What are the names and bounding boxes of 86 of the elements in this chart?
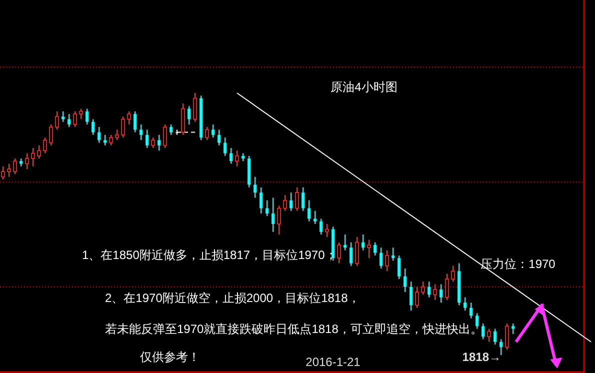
candlestick bbox=[385, 250, 389, 272]
candlestick bbox=[290, 192, 292, 212]
candlestick bbox=[277, 205, 281, 235]
candlestick bbox=[151, 137, 155, 149]
candlestick bbox=[295, 186, 299, 212]
candlestick bbox=[188, 106, 190, 125]
candlestick bbox=[344, 234, 346, 251]
candlestick bbox=[392, 247, 394, 262]
candlestick bbox=[55, 110, 59, 130]
candlestick bbox=[337, 242, 341, 264]
candlestick bbox=[146, 129, 148, 149]
annotation: 1818→ bbox=[462, 350, 501, 364]
candlestick bbox=[43, 137, 47, 154]
candlestick bbox=[79, 108, 83, 120]
candlestick bbox=[505, 323, 509, 350]
candlestick bbox=[115, 129, 119, 141]
candlestick bbox=[121, 116, 125, 138]
candlestick bbox=[428, 281, 430, 298]
candlestick bbox=[134, 110, 136, 133]
candlestick bbox=[362, 234, 364, 251]
annotation: 2016-1-21 bbox=[306, 355, 361, 369]
candlestick bbox=[49, 124, 53, 146]
candlestick bbox=[212, 124, 214, 138]
candlestick bbox=[218, 129, 220, 146]
candlestick bbox=[325, 224, 329, 238]
candlestick bbox=[476, 312, 478, 330]
candlestick bbox=[104, 134, 106, 146]
candlestick bbox=[163, 124, 167, 149]
candlestick bbox=[445, 273, 449, 300]
candlestick bbox=[350, 242, 352, 266]
candlestick bbox=[374, 242, 376, 256]
candlestick bbox=[266, 200, 268, 217]
candlestick bbox=[68, 113, 70, 128]
annotation: 仅供参考！ bbox=[140, 350, 200, 364]
annotation: 压力位：1970 bbox=[480, 257, 556, 271]
candlestick bbox=[314, 210, 316, 224]
candlestick bbox=[181, 102, 185, 136]
candlestick bbox=[415, 286, 419, 308]
candlestick bbox=[109, 134, 113, 146]
candlestick bbox=[380, 247, 382, 270]
candlestick bbox=[98, 126, 100, 144]
candlestick bbox=[470, 302, 472, 319]
candlestick bbox=[451, 265, 455, 282]
candlestick bbox=[92, 118, 94, 136]
candlestick bbox=[170, 124, 172, 136]
candlestick bbox=[37, 144, 41, 159]
candlestick bbox=[367, 239, 371, 259]
candlestick bbox=[272, 197, 274, 232]
candlestick bbox=[404, 268, 406, 293]
candlestick bbox=[320, 218, 322, 235]
annotation: 若未能反弹至1970就直接跌破昨日低点1818，可立即追空，快进快出。 bbox=[105, 322, 482, 336]
candlestick bbox=[433, 284, 437, 300]
candlestick bbox=[500, 338, 502, 356]
annotation: 2、在1970附近做空，止损2000，目标位1818， bbox=[105, 291, 360, 305]
candlestick bbox=[205, 126, 209, 141]
candlestick bbox=[86, 108, 88, 125]
candlestick bbox=[140, 124, 142, 141]
candlestick bbox=[13, 158, 17, 175]
candlestick bbox=[482, 323, 484, 340]
candlestick bbox=[512, 323, 514, 335]
candlestick bbox=[283, 194, 287, 212]
candlestick bbox=[158, 134, 160, 152]
chart-title: 原油4小时图 bbox=[330, 80, 398, 94]
candlestick bbox=[440, 284, 442, 304]
candlestick bbox=[398, 254, 400, 280]
candlestick bbox=[487, 328, 491, 342]
candlestick bbox=[224, 137, 226, 156]
candlestick bbox=[302, 186, 304, 212]
candlestick bbox=[127, 110, 131, 125]
annotation: 1、在1850附近做多，止损1817，目标位1970； bbox=[82, 248, 337, 262]
candlestick bbox=[7, 163, 11, 178]
candlestick bbox=[494, 328, 496, 346]
candlestick bbox=[355, 236, 359, 266]
candlestick bbox=[193, 92, 197, 122]
candlestick bbox=[73, 110, 77, 128]
candlestick bbox=[235, 150, 239, 167]
candlestick bbox=[25, 152, 29, 170]
candlestick bbox=[31, 148, 35, 167]
candlestick bbox=[254, 176, 256, 198]
candlestick bbox=[62, 110, 64, 122]
candlestick bbox=[421, 281, 425, 296]
candlestick bbox=[308, 200, 310, 222]
candlestick bbox=[260, 186, 262, 214]
candlestick bbox=[410, 281, 412, 311]
candlestick bbox=[464, 296, 466, 311]
candlestick bbox=[230, 148, 232, 164]
